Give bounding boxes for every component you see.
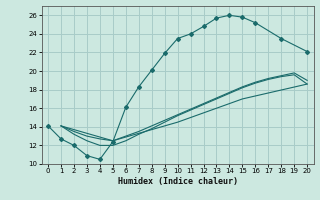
X-axis label: Humidex (Indice chaleur): Humidex (Indice chaleur) xyxy=(118,177,237,186)
